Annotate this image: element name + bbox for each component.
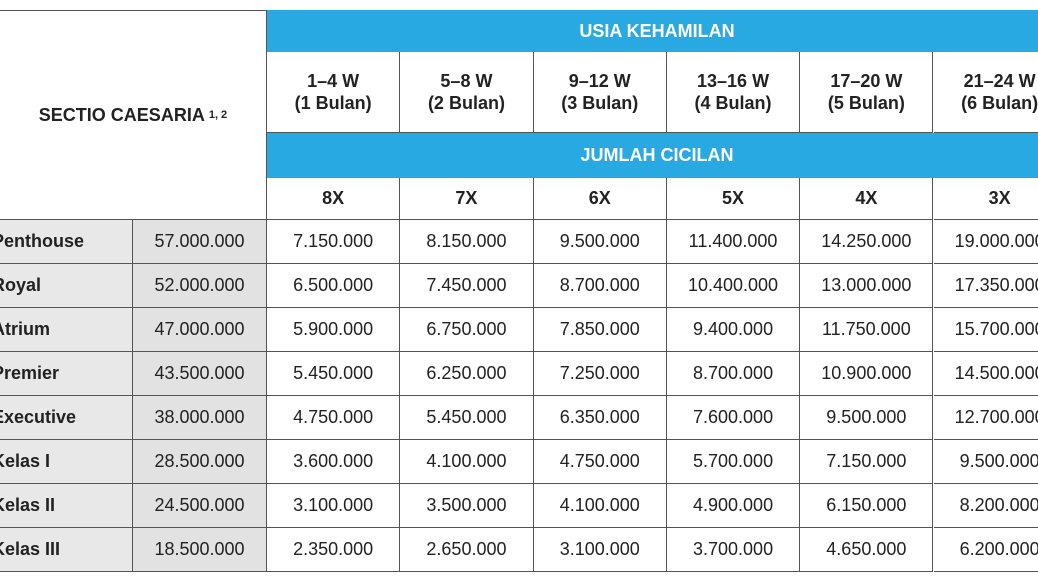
- payment: 19.000.000: [933, 220, 1038, 264]
- installment-label: JUMLAH CICILAN: [267, 133, 1038, 178]
- payment: 4.100.000: [533, 484, 667, 528]
- payment: 9.500.000: [800, 396, 934, 440]
- payment: 10.900.000: [800, 352, 934, 396]
- room-price: 43.500.000: [133, 352, 267, 396]
- room-name: Executive: [0, 396, 133, 440]
- weeks: 21–24 W: [963, 71, 1036, 91]
- room-name: Kelas I: [0, 440, 133, 484]
- table-title: SECTIO CAESARIA 1, 2: [0, 10, 267, 220]
- months: (6 Bulan): [961, 93, 1038, 113]
- payment: 2.650.000: [400, 528, 534, 572]
- payment: 7.150.000: [267, 220, 401, 264]
- payment: 6.750.000: [400, 308, 534, 352]
- room-name: Kelas III: [0, 528, 133, 572]
- room-name: Premier: [0, 352, 133, 396]
- week-header: 5–8 W (2 Bulan): [400, 52, 534, 133]
- payment: 5.900.000: [267, 308, 401, 352]
- installment-count: 8X: [267, 178, 401, 220]
- payment: 3.500.000: [400, 484, 534, 528]
- payment: 15.700.000: [933, 308, 1038, 352]
- payment: 7.600.000: [666, 396, 801, 440]
- payment: 4.100.000: [400, 440, 534, 484]
- payment: 4.650.000: [800, 528, 934, 572]
- payment: 6.350.000: [533, 396, 667, 440]
- payment: 9.500.000: [933, 440, 1038, 484]
- week-header: 13–16 W (4 Bulan): [666, 52, 801, 133]
- title-text: SECTIO CAESARIA: [38, 104, 205, 125]
- payment: 13.000.000: [800, 264, 934, 308]
- payment: 7.850.000: [533, 308, 667, 352]
- payment: 3.100.000: [267, 484, 401, 528]
- payment: 7.450.000: [400, 264, 534, 308]
- payment: 9.400.000: [666, 308, 801, 352]
- title-note: 1, 2: [208, 109, 228, 121]
- payment: 14.250.000: [800, 220, 934, 264]
- room-price: 47.000.000: [133, 308, 267, 352]
- installment-count: 3X: [933, 178, 1038, 220]
- room-name: Penthouse: [0, 220, 133, 264]
- payment: 6.500.000: [267, 264, 401, 308]
- payment: 7.150.000: [800, 440, 934, 484]
- payment: 4.750.000: [267, 396, 401, 440]
- installment-count: 7X: [400, 178, 534, 220]
- payment: 12.700.000: [933, 396, 1038, 440]
- payment: 8.200.000: [933, 484, 1038, 528]
- payment: 10.400.000: [666, 264, 801, 308]
- payment: 4.900.000: [666, 484, 801, 528]
- months: (2 Bulan): [427, 93, 505, 113]
- payment: 3.100.000: [533, 528, 667, 572]
- installment-count: 5X: [666, 178, 801, 220]
- payment: 4.750.000: [533, 440, 667, 484]
- payment: 3.600.000: [267, 440, 401, 484]
- weeks: 17–20 W: [830, 71, 903, 91]
- payment: 14.500.000: [933, 352, 1038, 396]
- week-header: 9–12 W (3 Bulan): [533, 52, 667, 133]
- group-label: USIA KEHAMILAN: [267, 10, 1038, 52]
- room-price: 28.500.000: [133, 440, 267, 484]
- payment: 5.700.000: [666, 440, 801, 484]
- payment: 6.250.000: [400, 352, 534, 396]
- room-price: 57.000.000: [133, 220, 267, 264]
- payment: 11.400.000: [666, 220, 801, 264]
- payment: 6.150.000: [800, 484, 934, 528]
- months: (5 Bulan): [827, 93, 905, 113]
- weeks: 9–12 W: [568, 71, 631, 91]
- payment: 7.250.000: [533, 352, 667, 396]
- months: (4 Bulan): [694, 93, 772, 113]
- payment: 3.700.000: [666, 528, 801, 572]
- weeks: 1–4 W: [307, 71, 360, 91]
- room-price: 18.500.000: [133, 528, 267, 572]
- months: (3 Bulan): [561, 93, 639, 113]
- week-header: 21–24 W (6 Bulan): [933, 52, 1038, 133]
- week-header: 1–4 W (1 Bulan): [267, 52, 401, 133]
- room-price: 52.000.000: [133, 264, 267, 308]
- room-name: Atrium: [0, 308, 133, 352]
- installment-count: 4X: [800, 178, 934, 220]
- weeks: 13–16 W: [697, 71, 770, 91]
- room-price: 24.500.000: [133, 484, 267, 528]
- installment-count: 6X: [533, 178, 667, 220]
- payment: 9.500.000: [533, 220, 667, 264]
- payment: 5.450.000: [400, 396, 534, 440]
- payment: 6.200.000: [933, 528, 1038, 572]
- months: (1 Bulan): [294, 93, 372, 113]
- weeks: 5–8 W: [440, 71, 493, 91]
- payment: 8.700.000: [533, 264, 667, 308]
- payment: 11.750.000: [800, 308, 934, 352]
- payment: 2.350.000: [267, 528, 401, 572]
- room-name: Royal: [0, 264, 133, 308]
- room-name: Kelas II: [0, 484, 133, 528]
- payment: 8.700.000: [666, 352, 801, 396]
- payment: 8.150.000: [400, 220, 534, 264]
- room-price: 38.000.000: [133, 396, 267, 440]
- payment: 17.350.000: [933, 264, 1038, 308]
- payment: 5.450.000: [267, 352, 401, 396]
- week-header: 17–20 W (5 Bulan): [800, 52, 934, 133]
